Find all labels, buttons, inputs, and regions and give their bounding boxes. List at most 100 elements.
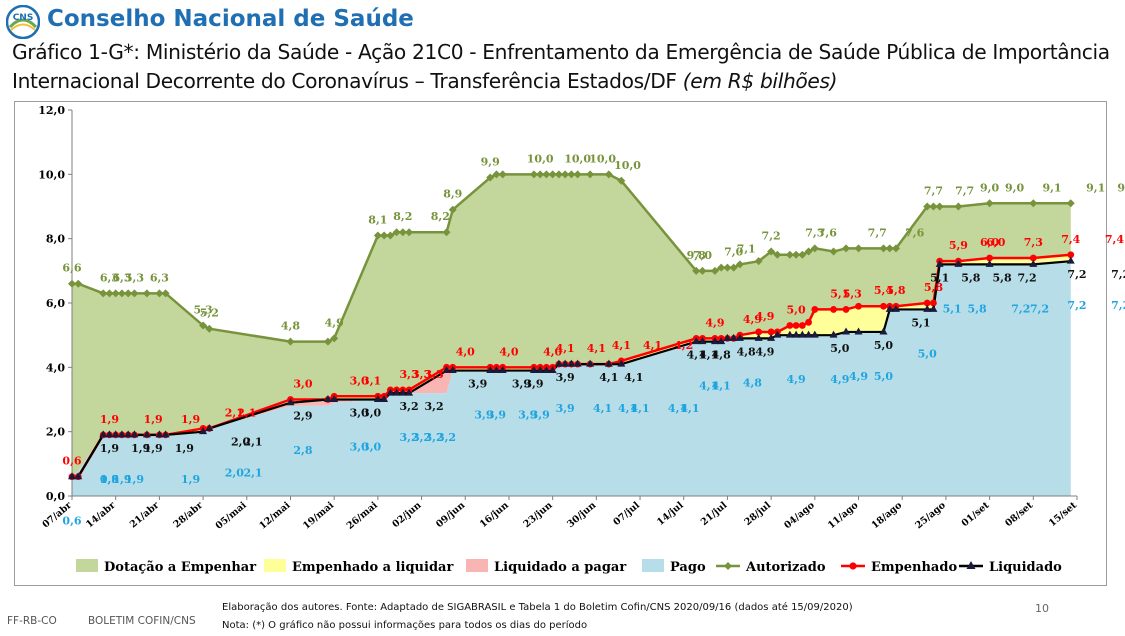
empenhado-marker bbox=[805, 318, 812, 326]
liquidado-marker bbox=[879, 327, 888, 335]
empenhado-data-label: 5,4 bbox=[874, 284, 893, 297]
liquidado-marker bbox=[130, 430, 139, 438]
empenhado-data-label: 1,9 bbox=[181, 413, 200, 426]
empenhado-marker bbox=[1067, 251, 1075, 259]
autorizado-marker bbox=[804, 247, 813, 256]
autorizado-marker bbox=[448, 205, 457, 214]
autorizado-marker bbox=[373, 231, 382, 240]
x-tick-label: 14/jul bbox=[655, 500, 686, 528]
empenhado-data-label: 4,0 bbox=[499, 345, 518, 358]
liquidado-data-label: 7,2 bbox=[1067, 268, 1086, 281]
autorizado-marker bbox=[698, 266, 707, 275]
empenhado-data-label: 7,4 bbox=[1105, 233, 1124, 246]
empenhado-data-label: 3,3 bbox=[400, 368, 419, 381]
legend-marker bbox=[966, 561, 976, 569]
empenhado-data-label: 6,0 bbox=[986, 236, 1005, 249]
liquidado-data-label: 5,1 bbox=[911, 316, 930, 329]
liquidado-data-label: 3,2 bbox=[424, 400, 443, 413]
title-unit: (em R$ bilhões) bbox=[682, 69, 838, 93]
liquidado-marker bbox=[767, 333, 776, 341]
autorizado-marker bbox=[323, 337, 332, 346]
liquidado-data-label: 7,2 bbox=[1017, 271, 1036, 284]
empenhado-data-label: 3,0 bbox=[293, 378, 312, 391]
x-tick-label: 23/jun bbox=[522, 500, 555, 530]
autorizado-data-label: 7,3 bbox=[805, 226, 824, 239]
liquidado-marker bbox=[442, 366, 451, 374]
x-tick-label: 21/jul bbox=[699, 500, 730, 528]
legend-label: Liquidado a pagar bbox=[494, 560, 626, 575]
autorizado-marker bbox=[954, 202, 963, 211]
empenhado-data-label: 4,2 bbox=[674, 339, 693, 352]
liquidado-data-label: 2,9 bbox=[293, 410, 312, 423]
autorizado-data-label: 7,7 bbox=[955, 185, 974, 198]
liquidado-marker bbox=[710, 337, 719, 345]
cns-logo: CNS bbox=[5, 4, 41, 40]
liquidado-marker bbox=[561, 359, 570, 367]
autorizado-marker bbox=[754, 257, 763, 266]
footer-source: Elaboração dos autores. Fonte: Adaptado … bbox=[222, 602, 853, 613]
pago-data-label: 3,0 bbox=[350, 441, 369, 454]
liquidado-marker bbox=[199, 427, 208, 435]
liquidado-marker bbox=[1066, 256, 1075, 264]
liquidado-data-label: 5,1 bbox=[930, 271, 949, 284]
empenhado-marker bbox=[1029, 254, 1037, 262]
autorizado-data-label: 7,0 bbox=[693, 249, 712, 262]
liquidado-marker bbox=[548, 366, 557, 374]
liquidado-marker bbox=[617, 359, 626, 367]
liquidado-marker bbox=[804, 330, 813, 338]
liquidado-data-label: 3,9 bbox=[512, 378, 531, 391]
liquidado-data-label: 5,0 bbox=[830, 342, 849, 355]
liquidado-marker bbox=[405, 388, 414, 396]
liquidado-data-label: 3,9 bbox=[468, 378, 487, 391]
liquidado-marker bbox=[498, 366, 507, 374]
liquidado-marker bbox=[536, 366, 545, 374]
pago-data-label: 3,9 bbox=[487, 409, 506, 422]
legend: Dotação a Empenhar Empenhado a liquidar Li… bbox=[76, 559, 1062, 575]
autorizado-marker bbox=[885, 244, 894, 253]
legend-item: Autorizado bbox=[716, 560, 826, 575]
legend-swatch bbox=[466, 559, 488, 572]
liquidado-marker bbox=[486, 366, 495, 374]
empenhado-data-label: 3,3 bbox=[424, 368, 443, 381]
pago-data-label: 3,2 bbox=[412, 431, 431, 444]
autorizado-marker bbox=[486, 173, 495, 182]
autorizado-marker bbox=[542, 170, 551, 179]
pago-data-label: 2,0 bbox=[225, 466, 244, 479]
liquidado-marker bbox=[798, 330, 807, 338]
autorizado-data-label: 5,3 bbox=[194, 304, 213, 317]
autorizado-marker bbox=[529, 170, 538, 179]
liquidado-marker bbox=[99, 430, 108, 438]
empenhado-data-label: 4,1 bbox=[587, 342, 606, 355]
empenhado-data-label: 4,1 bbox=[612, 339, 631, 352]
autorizado-marker bbox=[155, 289, 164, 298]
pago-data-label: 4,1 bbox=[630, 402, 649, 415]
pago-data-label: 4,1 bbox=[712, 380, 731, 393]
empenhado-marker bbox=[798, 322, 806, 329]
empenhado-marker bbox=[792, 322, 800, 329]
liquidado-data-label: 7,2 bbox=[1111, 268, 1125, 281]
autorizado-marker bbox=[442, 228, 451, 237]
liquidado-data-label: 4,8 bbox=[712, 349, 731, 362]
autorizado-marker bbox=[548, 170, 557, 179]
empenhado-marker bbox=[923, 299, 931, 307]
empenhado-data-label: 6,0 bbox=[980, 236, 999, 249]
pago-data-label: 2,8 bbox=[293, 444, 312, 457]
empenhado-data-label: 2,1 bbox=[225, 406, 244, 419]
autorizado-data-label: 9,1 bbox=[1042, 181, 1061, 194]
pago-data-label: 0,8 bbox=[100, 473, 119, 486]
x-tick-label: 11/ago bbox=[826, 500, 861, 531]
autorizado-data-label: 6,3 bbox=[112, 271, 131, 284]
autorizado-data-label: 7,0 bbox=[724, 246, 743, 259]
liquidado-data-label: 3,0 bbox=[362, 407, 381, 420]
legend-item: Pago bbox=[642, 559, 706, 575]
pago-data-label: 4,1 bbox=[593, 402, 612, 415]
pago-data-label: 3,9 bbox=[531, 409, 550, 422]
chart-title: Gráfico 1-G*: Ministério da Saúde - Ação… bbox=[12, 38, 1117, 96]
autorizado-marker bbox=[286, 337, 295, 346]
autorizado-marker bbox=[604, 170, 613, 179]
liquidado-marker bbox=[929, 304, 938, 312]
liquidado-data-label: 1,9 bbox=[131, 442, 150, 455]
x-tick-label: 02/jun bbox=[390, 500, 423, 530]
pago-data-label: 4,1 bbox=[668, 402, 687, 415]
